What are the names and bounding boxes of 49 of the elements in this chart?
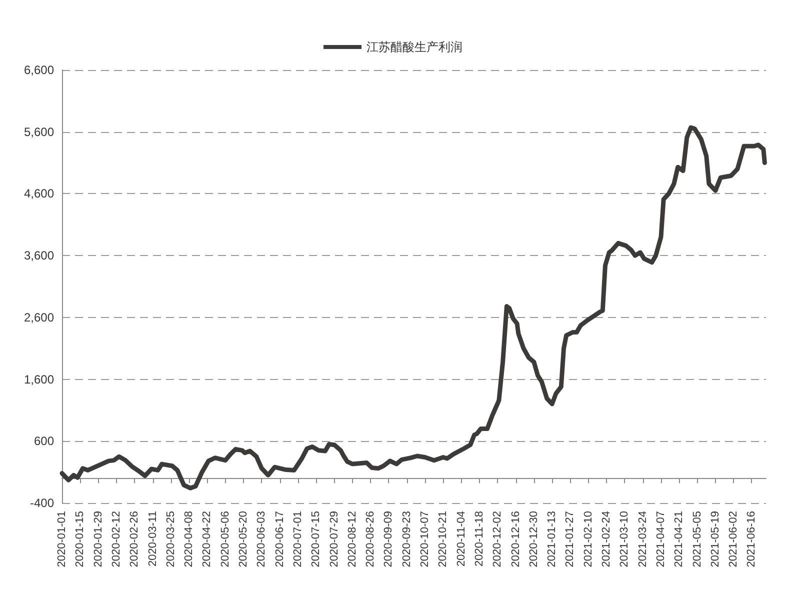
x-tick-label: 2021-06-16	[746, 511, 758, 568]
legend-label: 江苏醋酸生产利润	[366, 40, 462, 54]
x-tick-label: 2020-09-23	[400, 511, 413, 568]
y-tick-label: 2,600	[24, 310, 54, 324]
x-tick-label: 2020-02-12	[110, 511, 122, 568]
x-tick-label: 2020-01-01	[56, 511, 68, 568]
y-tick-label: 5,600	[24, 124, 54, 139]
x-tick-label: 2021-05-05	[691, 511, 704, 568]
x-tick-label: 2021-04-21	[673, 511, 686, 568]
y-tick-label: 600	[34, 434, 54, 448]
x-tick-label: 2020-10-07	[419, 511, 432, 568]
x-tick-label: 2020-03-25	[164, 511, 177, 568]
x-tick-label: 2020-01-15	[74, 511, 86, 568]
x-tick-label: 2021-01-27	[564, 511, 576, 568]
x-tick-label: 2020-06-17	[274, 511, 286, 568]
y-tick-label: 4,600	[24, 186, 54, 201]
x-tick-label: 2020-09-09	[382, 511, 395, 568]
x-tick-label: 2020-06-03	[256, 511, 268, 568]
x-tick-label: 2020-11-18	[473, 511, 486, 566]
x-tick-label: 2020-12-02	[492, 511, 504, 568]
x-tick-label: 2020-04-22	[201, 511, 214, 568]
x-tick-label: 2021-03-10	[618, 511, 631, 568]
x-tick-label: 2020-12-30	[528, 511, 540, 568]
x-tick-label: 2020-05-20	[238, 511, 250, 568]
x-tick-label: 2020-01-29	[92, 511, 104, 568]
x-tick-label: 2020-11-04	[455, 511, 468, 566]
x-tick-label: 2020-08-26	[364, 511, 377, 568]
x-tick-label: 2021-02-10	[582, 511, 594, 568]
x-tick-label: 2020-04-08	[183, 511, 196, 568]
line-series	[60, 125, 767, 490]
x-tick-label: 2020-07-29	[328, 511, 340, 568]
x-tick-label: 2020-08-12	[346, 511, 358, 568]
y-tick-label: -400	[30, 496, 54, 510]
y-tick-label: 1,600	[24, 372, 54, 386]
x-tick-label: 2020-03-11	[146, 511, 159, 566]
x-tick-label: 2021-01-13	[546, 511, 558, 568]
x-tick-label: 2021-04-07	[654, 511, 667, 568]
x-tick-label: 2021-05-19	[709, 511, 722, 568]
x-tick-label: 2020-10-21	[437, 511, 450, 568]
x-tick-label: 2021-02-24	[600, 511, 613, 568]
x-tick-label: 2020-02-26	[128, 511, 141, 568]
y-tick-label: 3,600	[24, 248, 54, 263]
x-tick-label: 2020-07-15	[310, 511, 322, 568]
x-tick-label: 2021-03-24	[636, 511, 649, 568]
y-tick-label: 6,600	[24, 63, 54, 77]
x-tick-label: 2020-12-16	[510, 511, 522, 568]
x-tick-label: 2020-07-01	[292, 511, 304, 568]
x-tick-label: 2021-06-02	[728, 511, 740, 568]
x-tick-label: 2020-05-06	[219, 511, 232, 568]
